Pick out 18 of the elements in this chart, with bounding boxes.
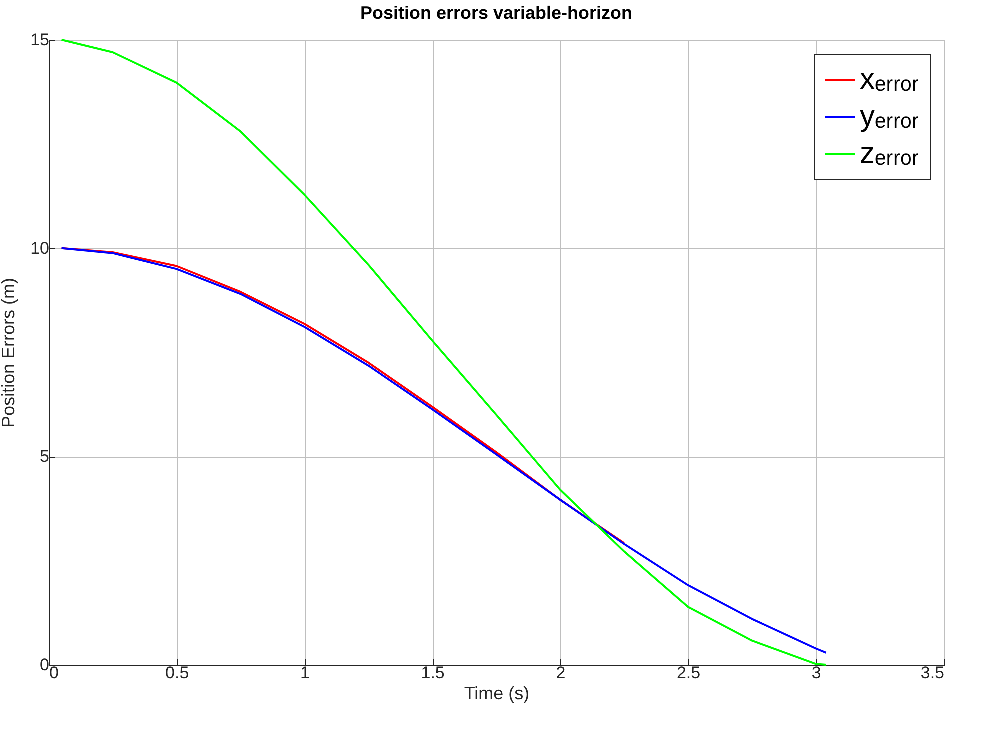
x-tick-label: 3 <box>812 664 822 682</box>
legend-label: zₑᵣᵣₒᵣ <box>860 137 920 170</box>
y-tick-label: 15 <box>30 30 50 50</box>
x-tick-label: 1.5 <box>421 664 445 682</box>
y-tick-label: 5 <box>40 447 50 466</box>
legend-label: yₑᵣᵣₒᵣ <box>860 100 920 133</box>
x-tick-label: 3.5 <box>920 664 944 682</box>
legend-label: xₑᵣᵣₒᵣ <box>860 63 920 96</box>
line-series <box>60 247 828 654</box>
x-axis-title: Time (s) <box>464 684 530 704</box>
chart-title: Position errors variable-horizon <box>360 3 633 23</box>
x-tick-label: 2 <box>556 664 566 682</box>
y-axis-title: Position Errors (m) <box>0 278 19 428</box>
x-tick-label: 1 <box>300 664 310 682</box>
x-tick-label: 2.5 <box>676 664 701 682</box>
line-series <box>60 39 828 666</box>
y-tick-label: 10 <box>30 238 50 258</box>
x-tick-label: 0.5 <box>166 664 190 682</box>
